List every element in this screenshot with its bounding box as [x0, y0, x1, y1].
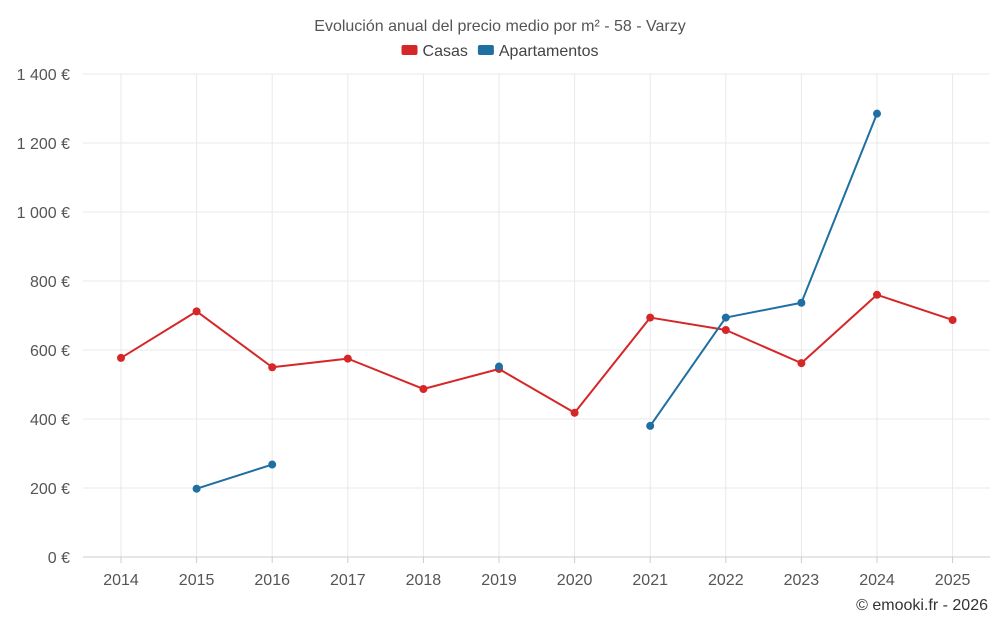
- chart-title: Evolución anual del precio medio por m² …: [314, 18, 685, 35]
- casas-point-2016[interactable]: [268, 363, 277, 372]
- legend-label: Casas: [423, 43, 468, 60]
- x-tick-label: 2017: [330, 572, 366, 589]
- apartamentos-point-2016[interactable]: [268, 460, 277, 469]
- casas-point-2021[interactable]: [646, 313, 655, 322]
- x-tick-label: 2021: [632, 572, 668, 589]
- casas-point-2022[interactable]: [721, 325, 730, 334]
- casas-line-segment: [724, 328, 803, 365]
- axes: 0 € 200 € 400 € 600 € 800 € 1 000 € 1 200 € 1 4…: [17, 67, 990, 589]
- casas-point-2015[interactable]: [192, 307, 201, 316]
- x-tick-label: 2019: [481, 572, 517, 589]
- apartamentos-point-2021[interactable]: [646, 421, 655, 430]
- x-tick-label: 2016: [254, 572, 290, 589]
- apartamentos-point-2019[interactable]: [495, 362, 503, 371]
- casas-point-2017[interactable]: [343, 354, 352, 363]
- apartamentos-line-segment: [649, 316, 727, 427]
- x-tick-label: 2020: [557, 572, 593, 589]
- series-casas: [117, 290, 957, 417]
- y-tick-label: 200 €: [30, 481, 70, 498]
- y-tick-label: 1 400 €: [17, 67, 70, 84]
- casas-line-segment: [800, 293, 878, 365]
- casas-point-2020[interactable]: [570, 408, 579, 417]
- y-tick-label: 1 000 €: [17, 205, 70, 222]
- casas-line-segment: [195, 310, 274, 369]
- apartamentos-point-2023[interactable]: [797, 298, 806, 307]
- x-tick-label: 2024: [859, 572, 895, 589]
- y-tick-label: 0 €: [48, 550, 70, 567]
- credit-text: © emooki.fr - 2026: [856, 597, 988, 614]
- x-tick-label: 2015: [179, 572, 215, 589]
- y-tick-label: 400 €: [30, 412, 70, 429]
- x-tick-label: 2014: [103, 572, 139, 589]
- casas-line-segment: [498, 367, 576, 414]
- legend-label: Apartamentos: [499, 43, 599, 60]
- legend-item-apartamentos[interactable]: Apartamentos: [477, 43, 599, 60]
- legend-item-casas[interactable]: Casas: [401, 43, 468, 60]
- gridlines: [83, 73, 990, 557]
- apartamentos-line-segment: [195, 463, 274, 490]
- casas-point-2014[interactable]: [117, 353, 125, 362]
- casas-point-2018[interactable]: [419, 384, 428, 393]
- x-tick-label: 2025: [935, 572, 971, 589]
- apartamentos-line-segment: [800, 112, 878, 304]
- casas-line-segment: [876, 293, 954, 321]
- x-tick-label: 2022: [708, 572, 744, 589]
- casas-point-2024[interactable]: [873, 290, 881, 299]
- legend-swatch: [401, 45, 418, 55]
- x-tick-label: 2018: [406, 572, 442, 589]
- casas-line-segment: [573, 316, 652, 414]
- casas-line-segment: [649, 316, 727, 331]
- legend-swatch: [477, 45, 494, 55]
- series-layer: [117, 109, 957, 493]
- y-tick-label: 1 200 €: [17, 136, 70, 153]
- apartamentos-line-segment: [724, 301, 803, 319]
- casas-line-segment: [422, 367, 500, 390]
- apartamentos-point-2015[interactable]: [192, 484, 201, 493]
- casas-line-segment: [120, 310, 198, 359]
- casas-line-segment: [346, 357, 425, 390]
- y-tick-label: 800 €: [30, 274, 70, 291]
- series-apartamentos: [192, 109, 881, 493]
- y-tick-label: 600 €: [30, 343, 70, 360]
- casas-point-2023[interactable]: [797, 359, 806, 368]
- apartamentos-point-2022[interactable]: [721, 313, 730, 322]
- casas-point-2025[interactable]: [948, 315, 957, 324]
- apartamentos-point-2024[interactable]: [873, 109, 881, 118]
- casas-line-segment: [271, 357, 349, 369]
- x-tick-label: 2023: [784, 572, 820, 589]
- legend: Casas Apartamentos: [401, 43, 599, 60]
